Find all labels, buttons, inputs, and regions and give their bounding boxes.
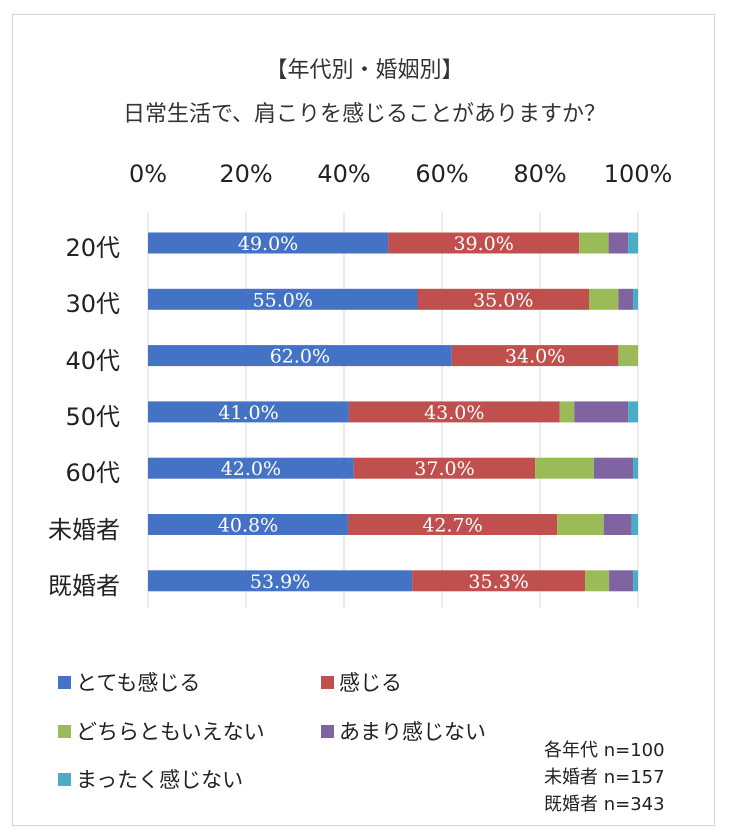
sample-note-age: 各年代 n=100: [544, 740, 665, 761]
bar-segment: [609, 570, 634, 592]
bar-segment: [633, 288, 638, 310]
bar-segment: [633, 570, 638, 592]
bar-segment: [148, 457, 354, 479]
category-label: 50代: [65, 402, 120, 431]
x-tick-label: 0%: [128, 160, 168, 188]
legend-item: 感じる: [321, 667, 402, 697]
bar-segment: [148, 570, 413, 592]
x-tick-label: 100%: [603, 160, 673, 188]
bar-segment: [148, 514, 348, 535]
x-tick-label: 60%: [415, 160, 469, 188]
bar-segment: [412, 570, 586, 592]
data-label: 49.0%: [238, 233, 298, 255]
legend-swatch: [58, 675, 71, 689]
legend-item: どちらともいえない: [58, 716, 265, 746]
bar-segment: [559, 401, 575, 423]
category-label: 20代: [65, 234, 120, 262]
legend-swatch: [321, 724, 334, 738]
bar-segment: [557, 514, 604, 535]
bar-segment: [574, 401, 629, 423]
data-label: 43.0%: [424, 402, 484, 424]
data-label: 41.0%: [218, 402, 278, 424]
bar-segment: [631, 514, 638, 535]
legend-item: あまり感じない: [321, 716, 486, 746]
bar-segment: [348, 401, 560, 423]
category-label: 未婚者: [48, 515, 120, 544]
legend-label: どちらともいえない: [76, 720, 265, 744]
legend-swatch: [321, 675, 334, 689]
data-label: 35.0%: [473, 289, 533, 311]
bar-segment: [603, 514, 632, 535]
data-label: 37.0%: [414, 458, 474, 480]
sample-note-single: 未婚者 n=157: [544, 767, 665, 788]
bar-segment: [353, 457, 536, 479]
bar-segment: [593, 457, 634, 479]
bar-segment: [148, 345, 452, 367]
bar-segment: [451, 345, 619, 367]
sample-note-married: 既婚者 n=343: [544, 794, 665, 815]
data-label: 40.8%: [218, 515, 278, 537]
bar-segment: [579, 232, 609, 254]
bar-segment: [608, 232, 629, 254]
category-label: 30代: [65, 290, 120, 319]
data-label: 35.3%: [468, 571, 528, 593]
legend-label: あまり感じない: [339, 720, 486, 744]
data-label: 34.0%: [505, 346, 565, 368]
category-label: 60代: [65, 459, 120, 488]
data-label: 42.0%: [221, 458, 281, 480]
bar-segment: [417, 288, 589, 310]
bar-segment: [618, 345, 638, 367]
category-label: 40代: [65, 346, 120, 375]
data-label: 62.0%: [270, 346, 330, 368]
data-label: 53.9%: [250, 571, 310, 593]
legend-item: まったく感じない: [58, 764, 243, 794]
x-tick-label: 80%: [513, 160, 567, 188]
data-label: 55.0%: [253, 289, 313, 311]
data-label: 42.7%: [422, 515, 482, 537]
x-tick-label: 40%: [317, 160, 371, 188]
bar-segment: [388, 232, 580, 254]
chart-subtitle: 日常生活で、肩こりを感じることがありますか？: [122, 102, 607, 127]
bar-segment: [628, 401, 638, 423]
bar-segment: [148, 288, 418, 310]
bar-segment: [585, 570, 610, 592]
legend-item: とても感じる: [58, 667, 200, 697]
data-label: 39.0%: [453, 233, 513, 255]
bar-segment: [589, 288, 619, 310]
category-label: 既婚者: [48, 571, 120, 600]
bar-segment: [148, 401, 349, 423]
chart-title: 【年代別・婚姻別】: [265, 58, 464, 83]
legend-label: まったく感じない: [76, 768, 244, 792]
bar-segment: [633, 457, 638, 479]
bar-segment: [535, 457, 594, 479]
bar-segment: [148, 232, 389, 254]
legend-label: 感じる: [339, 671, 402, 695]
bar-segment: [347, 514, 558, 535]
bar-segment: [628, 232, 638, 254]
bar-segment: [618, 288, 634, 310]
x-tick-label: 20%: [219, 160, 273, 188]
legend-swatch: [58, 724, 71, 738]
legend-swatch: [58, 772, 71, 786]
legend-label: とても感じる: [76, 671, 201, 695]
